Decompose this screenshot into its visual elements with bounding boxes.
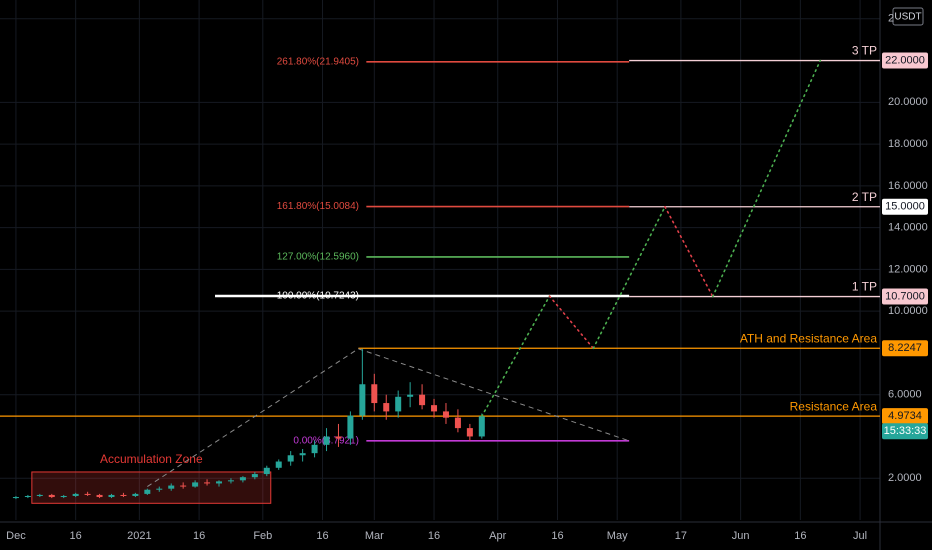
y-tick-label: 6.0000 xyxy=(888,389,922,401)
currency[interactable]: USDT xyxy=(894,12,921,23)
countdown-bg xyxy=(882,423,928,440)
y-tick-label: 2.0000 xyxy=(888,472,922,484)
price-axis-label: 10.7000 xyxy=(885,290,925,302)
accumulation-zone xyxy=(31,471,272,504)
candle-body xyxy=(335,436,342,439)
candle-body xyxy=(120,494,127,496)
candle-body xyxy=(216,481,223,484)
projection-segment xyxy=(481,295,551,418)
candle-body xyxy=(12,497,19,499)
projection-segment xyxy=(548,295,595,350)
candle-body xyxy=(84,493,91,495)
candle-body xyxy=(48,494,55,498)
candle-body xyxy=(263,467,270,475)
x-tick-label: Dec xyxy=(6,530,26,542)
fib-label: 127.00%(12.5960) xyxy=(277,252,359,263)
x-tick-label: Mar xyxy=(365,530,384,542)
x-tick-label: 16 xyxy=(428,530,440,542)
zone-label: Accumulation Zone xyxy=(100,452,203,466)
x-tick-label: 16 xyxy=(794,530,806,542)
candle-body xyxy=(192,482,199,487)
price-axis-label: 4.9734 xyxy=(888,410,922,422)
x-tick-label: 16 xyxy=(193,530,205,542)
candle-body xyxy=(466,428,473,437)
candle-body xyxy=(442,411,449,418)
candle-body xyxy=(60,495,67,498)
x-tick-label: Feb xyxy=(253,530,272,542)
candle-body xyxy=(299,453,306,456)
currency-box[interactable] xyxy=(892,7,924,26)
y-tick-label: 18.0000 xyxy=(888,138,928,150)
y-tick-label: 14.0000 xyxy=(888,222,928,234)
price-axis-label: 8.2247 xyxy=(888,342,922,354)
price-level-name: 1 TP xyxy=(852,280,877,294)
candle-body xyxy=(359,384,366,416)
projection-segment xyxy=(592,205,666,350)
candle-body xyxy=(251,474,258,478)
candle-body xyxy=(371,384,378,404)
fib-label: 161.80%(15.0084) xyxy=(277,201,359,212)
candle-body xyxy=(311,444,318,454)
price-axis-label-bg xyxy=(882,408,928,425)
candle-body xyxy=(419,394,426,406)
candle-body xyxy=(144,489,151,494)
price-axis-label-bg xyxy=(882,198,928,215)
y-tick-label: 2 xyxy=(888,13,894,25)
x-tick-label: Jun xyxy=(732,530,750,542)
price-axis-label-bg xyxy=(882,340,928,357)
y-tick-label: 12.0000 xyxy=(888,263,928,275)
candle-body xyxy=(72,493,79,496)
candle-body xyxy=(156,488,163,490)
price-axis-label-bg xyxy=(882,288,928,305)
y-tick-label: 10.0000 xyxy=(888,305,928,317)
price-level-name: ATH and Resistance Area xyxy=(740,331,878,345)
x-tick-label: May xyxy=(607,530,628,542)
candle-body xyxy=(227,480,234,482)
x-tick-label: Jul xyxy=(853,530,867,542)
candle-body xyxy=(383,403,390,412)
candle-body xyxy=(395,396,402,412)
candle-body xyxy=(168,485,175,489)
price-axis-label: 22.0000 xyxy=(885,54,925,66)
price-level-name: 3 TP xyxy=(852,44,877,58)
x-tick-label: 2021 xyxy=(127,530,151,542)
x-tick-label: Apr xyxy=(489,530,506,542)
countdown: 15:33:33 xyxy=(884,425,927,437)
candle-body xyxy=(454,417,461,429)
candle-body xyxy=(108,494,115,498)
candle-body xyxy=(204,482,211,484)
x-tick-label: 16 xyxy=(551,530,563,542)
x-tick-label: 17 xyxy=(675,530,687,542)
candle-body xyxy=(24,495,31,498)
candle-body xyxy=(407,394,414,397)
price-axis-label-bg xyxy=(882,52,928,69)
projection-segment xyxy=(711,59,822,298)
candle-body xyxy=(287,455,294,462)
fib-label: 261.80%(21.9405) xyxy=(277,56,359,67)
x-tick-label: 16 xyxy=(316,530,328,542)
fib-label: 100.00%(10.7243) xyxy=(277,291,359,302)
price-level-name: 2 TP xyxy=(852,190,877,204)
trend-line xyxy=(147,348,630,488)
y-tick-label: 16.0000 xyxy=(888,180,928,192)
candle-body xyxy=(239,477,246,481)
candle-body xyxy=(323,436,330,445)
candle-body xyxy=(347,415,354,439)
y-tick-label: 20.0000 xyxy=(888,96,928,108)
candle-body xyxy=(180,485,187,487)
candle-body xyxy=(478,416,485,437)
candle-body xyxy=(431,405,438,412)
price-axis-label: 15.0000 xyxy=(885,201,925,213)
price-level-name: Resistance Area xyxy=(790,399,878,413)
candle-body xyxy=(275,461,282,468)
projection-segment xyxy=(664,205,714,298)
candle-body xyxy=(132,493,139,496)
x-tick-label: 16 xyxy=(70,530,82,542)
candle-body xyxy=(96,494,103,498)
candle-body xyxy=(36,494,43,496)
